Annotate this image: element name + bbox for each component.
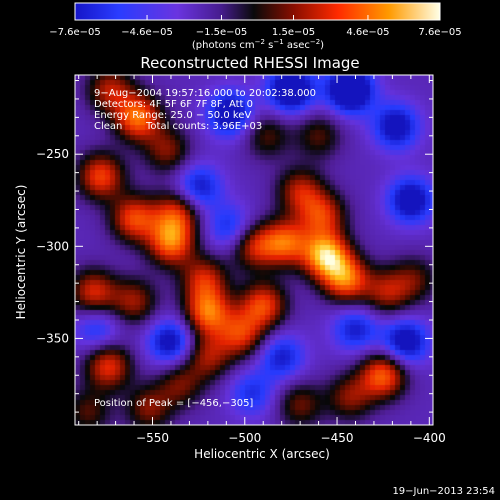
peak-position-annotation: Position of Peak = [−456,−305]: [94, 398, 253, 409]
colorbar-units-label: (photons cm−2 s−1 asec−2): [192, 38, 324, 51]
colorbar: −7.6e−05 −4.6e−05 −1.5e−05 1.5e−05 4.6e−05 7.…: [49, 2, 462, 51]
plot-frame: [74, 74, 434, 426]
y-tick-label: −250: [36, 147, 69, 161]
colorbar-tick-label: −4.6e−05: [121, 27, 173, 38]
y-tick-label: −300: [36, 239, 69, 253]
x-tick-label: −450: [321, 431, 354, 445]
x-tick-label: −550: [136, 431, 169, 445]
colorbar-ticks: −7.6e−05 −4.6e−05 −1.5e−05 1.5e−05 4.6e−05 7.…: [49, 15, 462, 38]
colorbar-tick-label: −1.5e−05: [196, 27, 248, 38]
x-tick-label: −400: [413, 431, 446, 445]
colorbar-tick-label: 7.6e−05: [418, 27, 461, 38]
footer-timestamp: 19−Jun−2013 23:54: [392, 486, 495, 497]
clean-annotation: Clean: [94, 121, 122, 132]
colorbar-tick-label: −7.6e−05: [49, 27, 101, 38]
y-axis: −250 −300 −350: [36, 80, 433, 413]
colorbar-tick-label: 1.5e−05: [272, 27, 315, 38]
chart-title: Reconstructed RHESSI Image: [140, 54, 359, 72]
x-axis: −550 −500 −450 −400: [78, 75, 446, 445]
x-axis-label: Heliocentric X (arcsec): [194, 447, 330, 461]
annotations: 9−Aug−2004 19:57:16.000 to 20:02:38.000 …: [94, 88, 316, 409]
energy-range-annotation: Energy Range: 25.0 − 50.0 keV: [94, 110, 251, 121]
heatmap-image: [75, 75, 433, 425]
detectors-annotation: Detectors: 4F 5F 6F 7F 8F, Att 0: [94, 99, 253, 110]
y-tick-label: −350: [36, 331, 69, 345]
total-counts-annotation: Total counts: 3.96E+03: [145, 121, 262, 132]
time-range-annotation: 9−Aug−2004 19:57:16.000 to 20:02:38.000: [94, 88, 316, 99]
y-axis-label: Heliocentric Y (arcsec): [14, 185, 28, 320]
colorbar-gradient: [74, 2, 441, 21]
x-tick-label: −500: [228, 431, 261, 445]
colorbar-tick-label: 4.6e−05: [346, 27, 389, 38]
